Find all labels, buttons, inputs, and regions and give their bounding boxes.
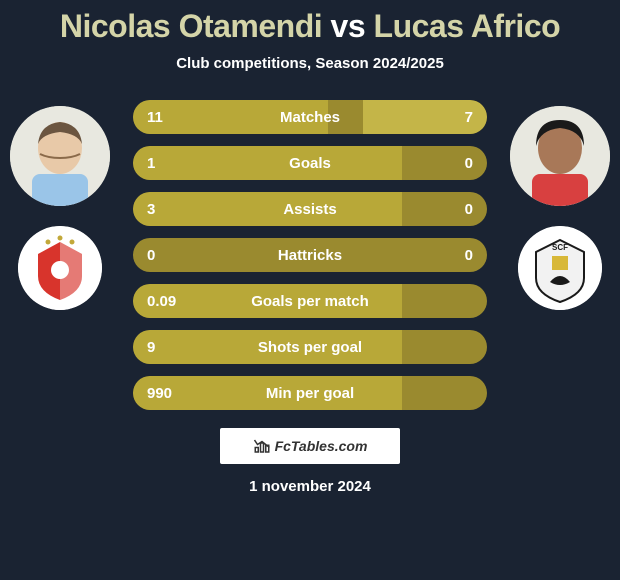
subtitle: Club competitions, Season 2024/2025 [176, 55, 444, 72]
middle-section: 11Matches71Goals03Assists00Hattricks00.0… [0, 100, 620, 410]
comparison-card: Nicolas Otamendi vs Lucas Africo Club co… [0, 0, 620, 580]
stat-value-right: 0 [465, 247, 473, 264]
stat-row: 1Goals0 [133, 146, 487, 180]
stat-label: Assists [133, 201, 487, 218]
crest1-svg [18, 226, 102, 310]
stat-label: Min per goal [133, 385, 487, 402]
stat-row: 3Assists0 [133, 192, 487, 226]
stat-row: 9Shots per goal [133, 330, 487, 364]
p2-shirt [532, 174, 588, 206]
crest1-ball [51, 261, 69, 279]
stat-label: Goals [133, 155, 487, 172]
stat-value-right: 0 [465, 155, 473, 172]
stat-row: 0Hattricks0 [133, 238, 487, 272]
player2-name: Lucas Africo [374, 8, 561, 44]
stat-label: Goals per match [133, 293, 487, 310]
stats-column: 11Matches71Goals03Assists00Hattricks00.0… [133, 100, 487, 410]
stat-row: 990Min per goal [133, 376, 487, 410]
crest2-castle [552, 256, 568, 270]
player1-name: Nicolas Otamendi [60, 8, 322, 44]
player2-avatar-svg [510, 106, 610, 206]
stat-label: Shots per goal [133, 339, 487, 356]
chart-icon [253, 437, 271, 455]
footer-date: 1 november 2024 [249, 478, 371, 495]
stat-value-right: 0 [465, 201, 473, 218]
stat-label: Matches [133, 109, 487, 126]
watermark: FcTables.com [220, 428, 400, 464]
stat-row: 0.09Goals per match [133, 284, 487, 318]
player2-avatar [510, 106, 610, 206]
player1-avatar-svg [10, 106, 110, 206]
crest2-svg: SCF [518, 226, 602, 310]
page-title: Nicolas Otamendi vs Lucas Africo [60, 8, 560, 45]
left-side [5, 100, 115, 310]
p1-shirt [32, 174, 88, 206]
player2-club-crest: SCF [518, 226, 602, 310]
watermark-text: FcTables.com [275, 438, 368, 454]
stat-row: 11Matches7 [133, 100, 487, 134]
stat-value-right: 7 [465, 109, 473, 126]
player1-avatar [10, 106, 110, 206]
crest2-text: SCF [552, 243, 568, 252]
title-vs: vs [331, 8, 366, 44]
player1-club-crest [18, 226, 102, 310]
stat-label: Hattricks [133, 247, 487, 264]
right-side: SCF [505, 100, 615, 310]
